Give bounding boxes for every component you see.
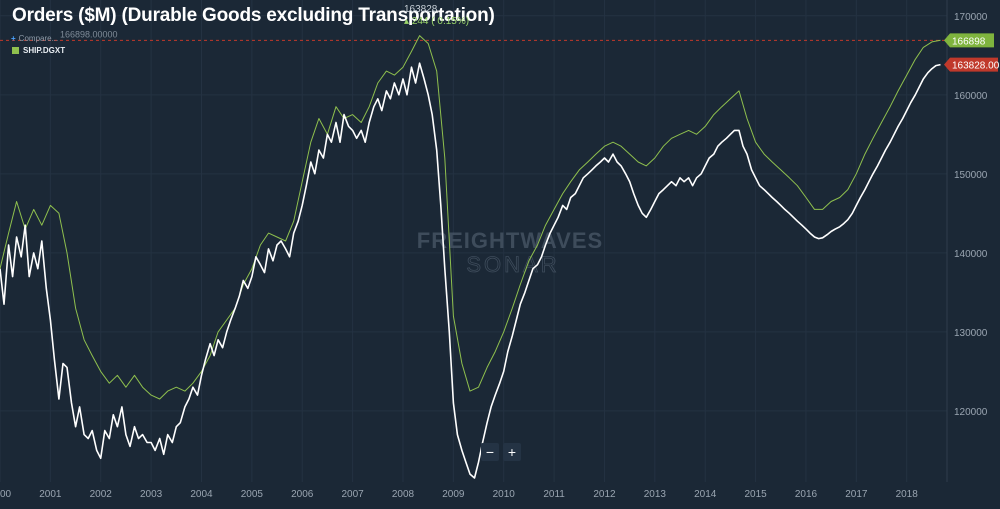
chart-title: Orders ($M) (Durable Goods excluding Tra… [12, 5, 495, 26]
grid [0, 0, 947, 482]
y-tick-label: 160000 [954, 91, 988, 102]
x-tick-label: 2003 [140, 489, 163, 500]
compare-label: Compare... [18, 34, 59, 43]
x-tick-label: 2013 [644, 489, 667, 500]
series-line-orders [0, 62, 941, 479]
series-line-ship-dgxt [0, 35, 941, 400]
compare-button[interactable]: + Compare... [11, 34, 58, 43]
y-axis: 120000 130000 140000 150000 160000 170000 [954, 12, 988, 418]
legend-label: SHIP.DGXT [23, 46, 66, 55]
watermark-sonar: SONAR [466, 252, 559, 277]
zoom-in-button[interactable]: + [503, 443, 521, 461]
x-tick-label: 2018 [896, 489, 919, 500]
x-tick-label: 2001 [39, 489, 62, 500]
x-tick-label: 2016 [795, 489, 818, 500]
x-tick-label: 2017 [845, 489, 868, 500]
x-tick-label: 2006 [291, 489, 314, 500]
end-tag-orders-label: 163828.00 [952, 61, 1000, 72]
x-tick-label: 2004 [190, 489, 213, 500]
x-tick-label: 2002 [90, 489, 113, 500]
watermark-freightwaves: FREIGHTWAVES [417, 228, 603, 253]
up-arrow-icon: ▴ [404, 16, 410, 27]
end-tags: 166898 163828.00 [944, 33, 1000, 72]
zoom-out-button[interactable]: − [481, 443, 499, 461]
x-axis: 2000 2001 2002 2003 2004 2005 2006 2007 2008 2009… [0, 489, 918, 500]
plot-background [0, 0, 947, 482]
x-tick-label: 2010 [493, 489, 516, 500]
y-tick-label: 170000 [954, 12, 988, 23]
plus-icon: + [11, 34, 16, 43]
x-tick-label: 2012 [593, 489, 616, 500]
x-tick-label: 2009 [442, 489, 465, 500]
x-tick-label: 2008 [392, 489, 415, 500]
last-value-block: 163828 ▴ 244 ( 0.15%) [404, 4, 469, 28]
end-tag-orders-shape [944, 57, 998, 72]
change-row: ▴ 244 ( 0.15%) [404, 16, 469, 28]
end-tag-ship-dgxt-shape [944, 33, 994, 48]
y-tick-label: 150000 [954, 170, 988, 181]
legend-swatch [12, 47, 19, 54]
x-tick-label: 2011 [543, 489, 565, 500]
x-tick-label: 2005 [241, 489, 264, 500]
legend-item-ship-dgxt[interactable]: SHIP.DGXT [12, 46, 65, 55]
reference-line-label: 166898.00000 [60, 29, 118, 39]
x-tick-label: 2015 [744, 489, 767, 500]
y-tick-label: 140000 [954, 249, 988, 260]
x-tick-label: 2014 [694, 489, 717, 500]
x-tick-label: 2007 [341, 489, 364, 500]
series-layer [0, 35, 941, 479]
change-value: 244 ( 0.15%) [411, 16, 470, 27]
end-tag-ship-dgxt-label: 166898 [952, 36, 986, 47]
x-tick-label: 2000 [0, 489, 12, 500]
y-tick-label: 130000 [954, 328, 988, 339]
last-value: 163828 [404, 4, 438, 15]
y-tick-label: 120000 [954, 407, 988, 418]
